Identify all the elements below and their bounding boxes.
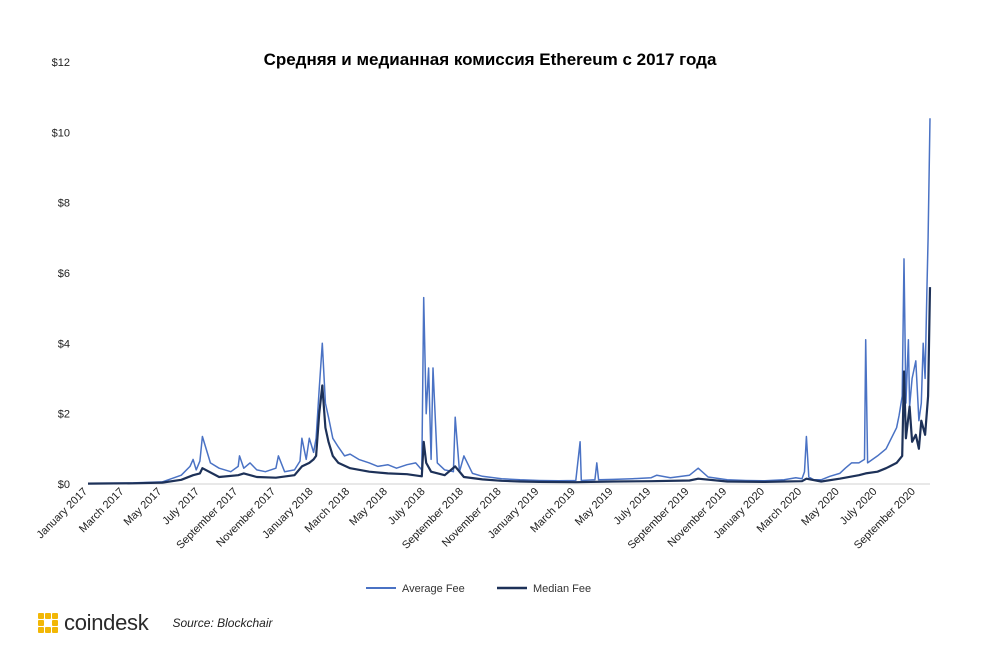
y-tick-label: $4 <box>58 338 70 350</box>
series-line-median-fee <box>87 287 932 485</box>
legend: Average Fee Median Fee <box>366 583 591 595</box>
y-axis: $0 $2 $4 $6 $8 $10 $12 <box>52 57 70 491</box>
series-line-average-fee <box>87 118 931 485</box>
x-tick-label: January 2017 <box>34 486 90 542</box>
footer: coindesk Source: Blockchair <box>38 610 272 636</box>
coindesk-logo: coindesk <box>38 610 149 636</box>
x-tick-label: May 2019 <box>573 486 616 529</box>
source-note: Source: Blockchair <box>172 616 273 630</box>
y-tick-label: $0 <box>58 479 70 491</box>
legend-label-median-fee: Median Fee <box>533 583 591 595</box>
y-tick-label: $6 <box>58 268 70 280</box>
y-tick-label: $2 <box>58 409 70 421</box>
y-tick-label: $10 <box>52 127 70 139</box>
x-tick-label: May 2017 <box>122 486 165 529</box>
brand-name: coindesk <box>64 610 149 635</box>
legend-label-average-fee: Average Fee <box>402 583 465 595</box>
coindesk-logo-icon <box>38 613 58 633</box>
series-layer <box>87 118 932 485</box>
y-tick-label: $8 <box>58 198 70 210</box>
x-tick-label: May 2020 <box>799 486 842 529</box>
chart-title: Средняя и медианная комиссия Ethereum с … <box>264 50 717 69</box>
y-tick-label: $12 <box>52 57 70 69</box>
x-tick-label: May 2018 <box>347 486 390 529</box>
